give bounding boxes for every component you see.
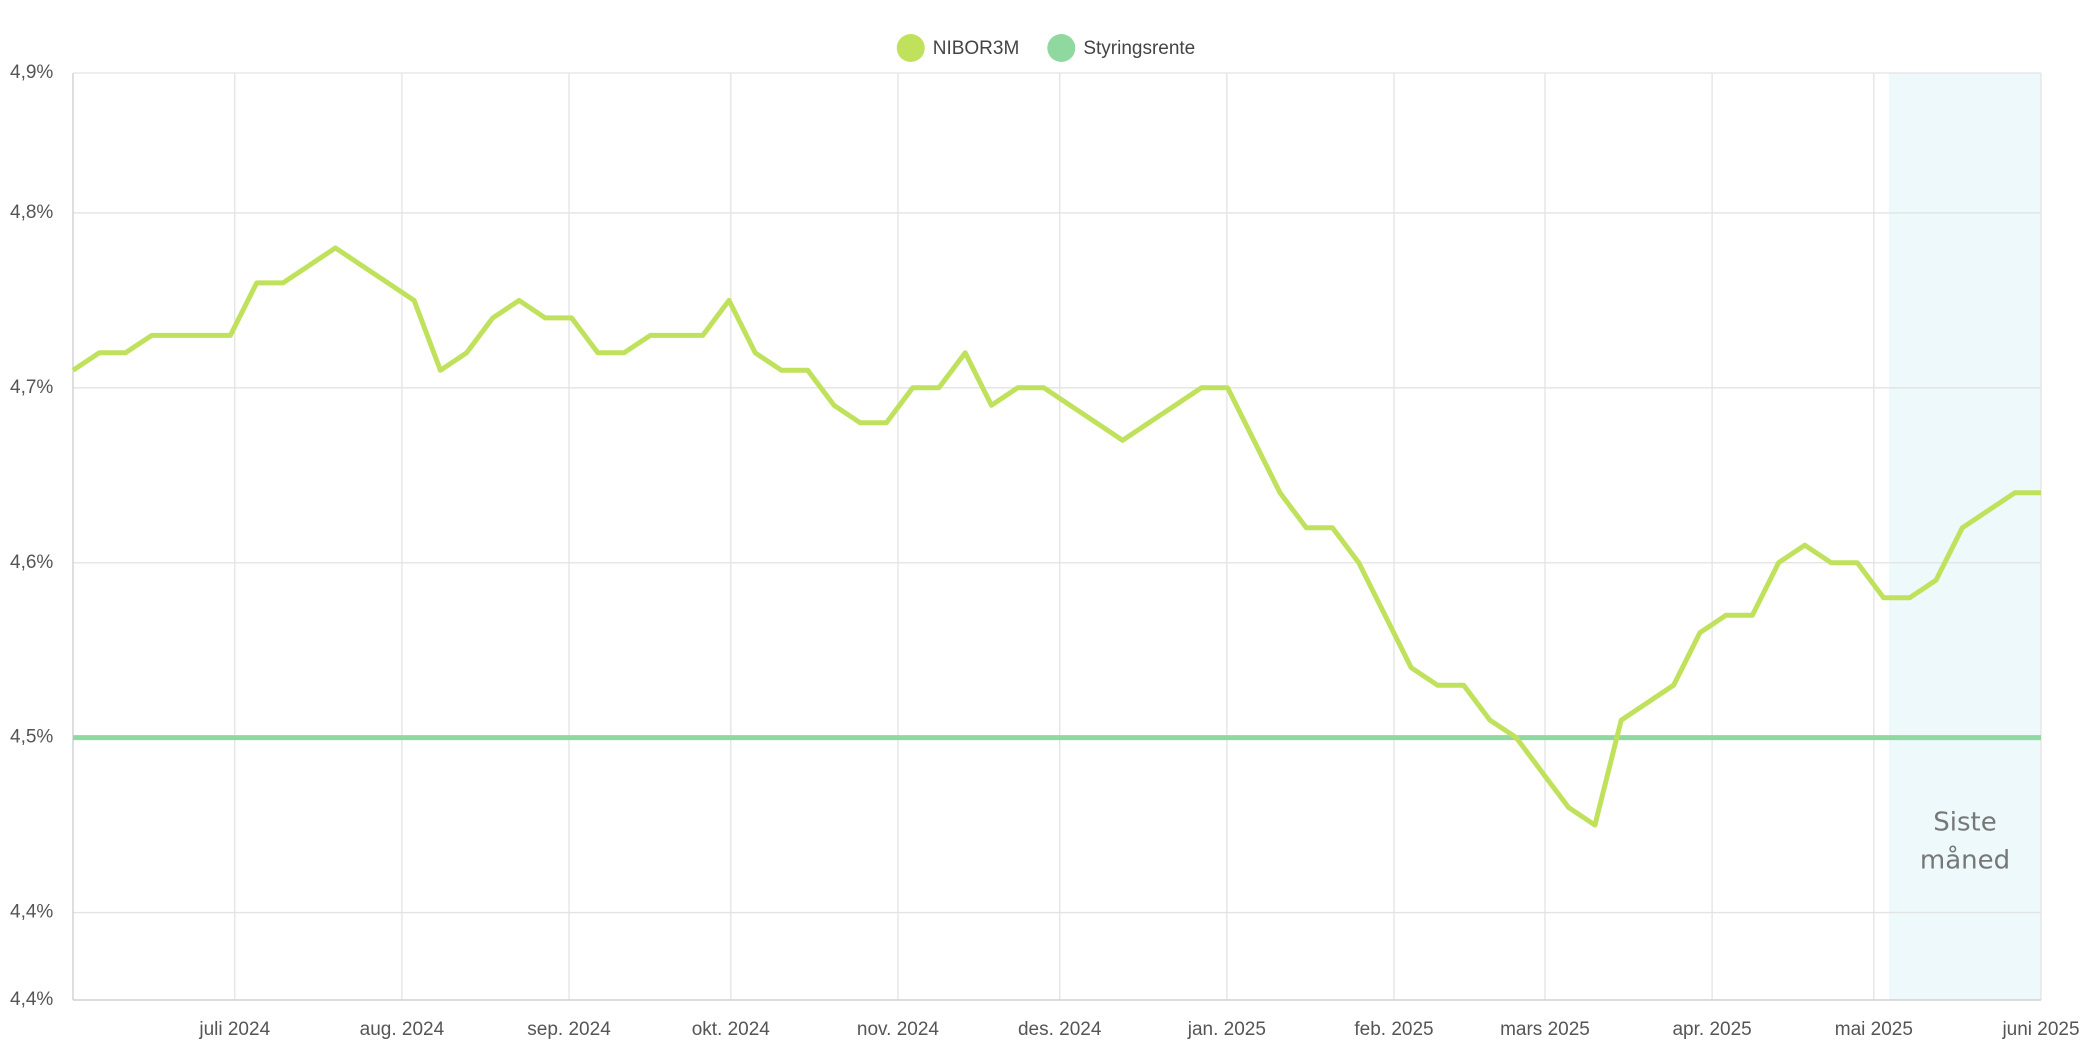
x-tick-label: aug. 2024 bbox=[360, 1019, 445, 1040]
legend-label: Styringsrente bbox=[1083, 38, 1195, 59]
x-tick-label: okt. 2024 bbox=[692, 1019, 771, 1040]
x-tick-label: mars 2025 bbox=[1500, 1019, 1590, 1040]
legend-marker bbox=[896, 34, 925, 62]
label-layer: Siste måned 4,4% 4,4% 4,5% 4,6% 4,7% 4,8% 4,9% ju… bbox=[10, 62, 2080, 1040]
legend: NIBOR3M Styringsrente bbox=[896, 34, 1195, 62]
x-tick-label: mai 2025 bbox=[1835, 1019, 1913, 1040]
x-tick-label: des. 2024 bbox=[1018, 1019, 1102, 1040]
x-tick-label: nov. 2024 bbox=[857, 1019, 939, 1040]
highlight-band bbox=[1889, 73, 2041, 1000]
y-tick-label: 4,7% bbox=[10, 377, 53, 398]
x-tick-label: jan. 2025 bbox=[1187, 1019, 1266, 1040]
y-tick-label: 4,8% bbox=[10, 202, 53, 223]
y-tick-label: 4,9% bbox=[10, 62, 53, 83]
x-tick-label: juli 2024 bbox=[198, 1019, 270, 1040]
y-tick-label: 4,4% bbox=[10, 989, 53, 1010]
band-annotation: måned bbox=[1920, 845, 2010, 876]
grid-layer bbox=[72, 72, 2042, 1001]
x-tick-label: sep. 2024 bbox=[527, 1019, 611, 1040]
x-tick-label: apr. 2025 bbox=[1672, 1019, 1751, 1040]
band-annotation: Siste bbox=[1933, 808, 1996, 838]
series-line bbox=[71, 245, 2041, 828]
band-layer bbox=[1889, 73, 2041, 1000]
line-layer bbox=[71, 245, 2041, 828]
x-tick-label: juni 2025 bbox=[2001, 1019, 2079, 1040]
y-tick-label: 4,4% bbox=[10, 902, 53, 923]
y-tick-label: 4,5% bbox=[10, 727, 53, 748]
legend-marker bbox=[1047, 34, 1076, 62]
x-tick-label: feb. 2025 bbox=[1354, 1019, 1433, 1040]
legend-label: NIBOR3M bbox=[933, 38, 1020, 59]
y-tick-label: 4,6% bbox=[10, 552, 53, 573]
